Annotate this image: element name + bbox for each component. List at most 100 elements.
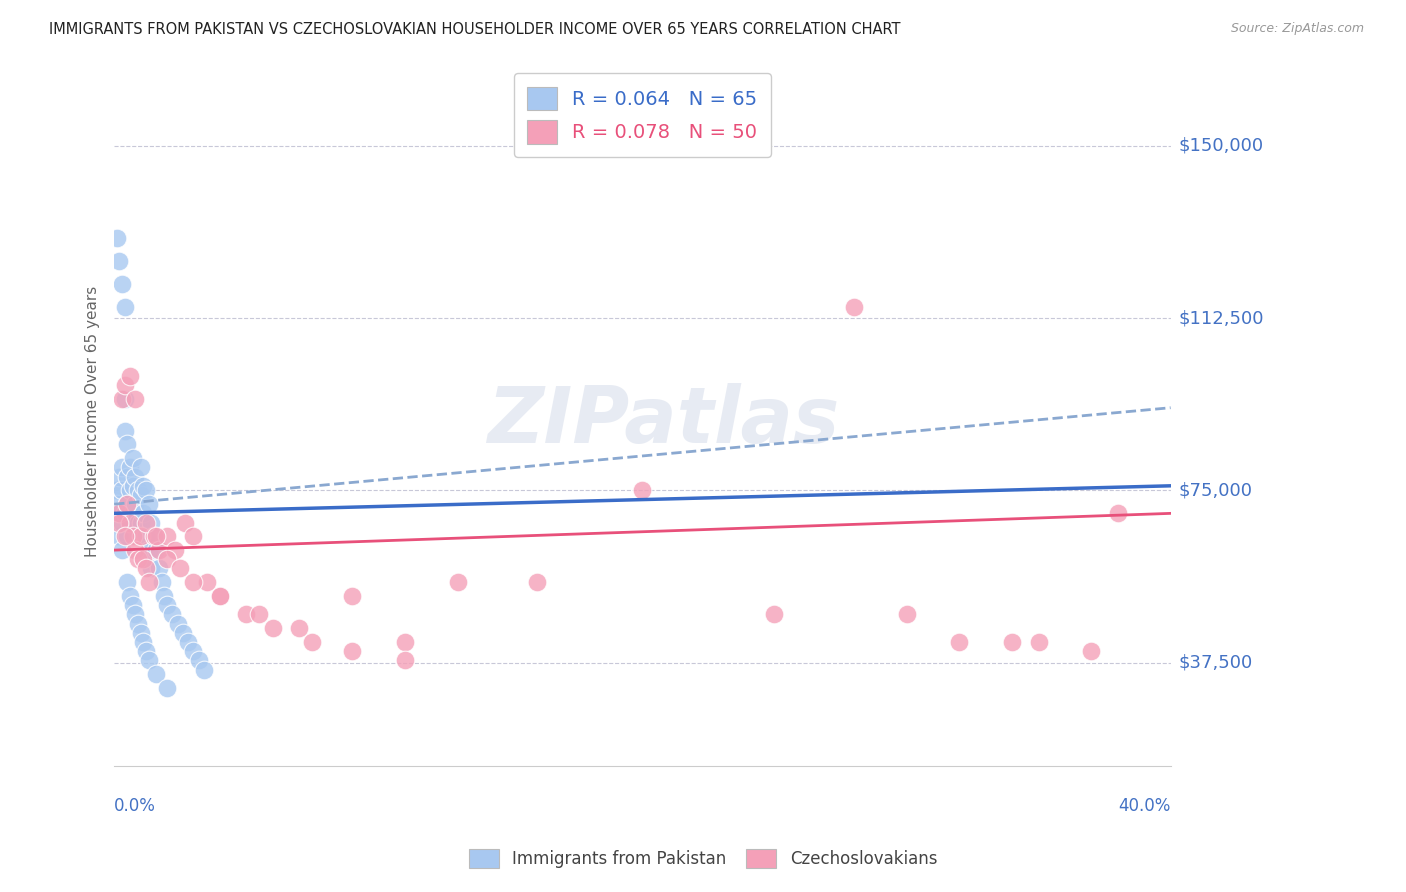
Point [162,607,184,622]
Point [153,589,176,603]
Point [124,469,146,483]
Point [763,607,786,622]
Point [142,529,165,543]
Point [208,589,231,603]
Point [156,599,179,613]
Point [148,543,170,558]
Point [135,644,157,658]
Point [118,516,141,530]
Point [1080,644,1102,658]
Point [117,529,139,543]
Point [118,589,141,603]
Text: Source: ZipAtlas.com: Source: ZipAtlas.com [1230,22,1364,36]
Point [288,621,311,635]
Point [114,392,136,406]
Point [132,479,155,493]
Point [141,516,163,530]
Point [142,529,165,543]
Point [174,516,197,530]
Point [105,231,128,245]
Point [148,561,170,575]
Point [127,552,149,566]
Point [129,516,152,530]
Point [111,460,134,475]
Point [301,635,323,649]
Text: IMMIGRANTS FROM PAKISTAN VS CZECHOSLOVAKIAN HOUSEHOLDER INCOME OVER 65 YEARS COR: IMMIGRANTS FROM PAKISTAN VS CZECHOSLOVAK… [49,22,901,37]
Point [172,625,194,640]
Point [249,607,271,622]
Point [108,516,131,530]
Point [156,529,179,543]
Point [114,377,136,392]
Point [127,483,149,498]
Point [129,625,152,640]
Point [124,607,146,622]
Text: ZIPatlas: ZIPatlas [488,384,839,459]
Point [1028,635,1050,649]
Point [121,479,143,493]
Point [1107,507,1129,521]
Point [896,607,918,622]
Point [169,561,191,575]
Point [105,483,128,498]
Point [108,507,131,521]
Point [105,497,128,511]
Text: $112,500: $112,500 [1180,310,1264,327]
Point [108,253,131,268]
Point [183,529,205,543]
Point [145,543,167,558]
Point [135,561,157,575]
Point [129,460,152,475]
Point [145,667,167,681]
Point [129,529,152,543]
Legend: Immigrants from Pakistan, Czechoslovakians: Immigrants from Pakistan, Czechoslovakia… [463,842,943,875]
Point [132,552,155,566]
Point [127,616,149,631]
Point [118,483,141,498]
Point [156,681,179,695]
Point [138,543,160,558]
Point [187,653,209,667]
Point [193,663,215,677]
Text: $37,500: $37,500 [1180,654,1253,672]
Point [108,469,131,483]
Point [124,543,146,558]
Point [114,424,136,438]
Point [114,300,136,314]
Point [340,644,363,658]
Point [118,460,141,475]
Point [114,507,136,521]
Point [111,483,134,498]
Point [183,644,205,658]
Point [121,529,143,543]
Point [111,516,134,530]
Point [111,392,134,406]
Legend: R = 0.064   N = 65, R = 0.078   N = 50: R = 0.064 N = 65, R = 0.078 N = 50 [513,73,770,157]
Point [117,437,139,451]
Point [121,507,143,521]
Point [117,497,139,511]
Point [135,529,157,543]
Point [124,392,146,406]
Point [394,653,416,667]
Point [340,589,363,603]
Point [177,635,200,649]
Text: $75,000: $75,000 [1180,482,1253,500]
Point [150,575,173,590]
Point [108,507,131,521]
Point [111,277,134,291]
Y-axis label: Householder Income Over 65 years: Householder Income Over 65 years [86,285,100,558]
Point [135,516,157,530]
Point [117,497,139,511]
Point [114,529,136,543]
Point [138,575,160,590]
Point [111,543,134,558]
Point [108,529,131,543]
Point [118,516,141,530]
Point [183,575,205,590]
Point [127,516,149,530]
Point [141,561,163,575]
Point [526,575,548,590]
Point [138,497,160,511]
Point [117,575,139,590]
